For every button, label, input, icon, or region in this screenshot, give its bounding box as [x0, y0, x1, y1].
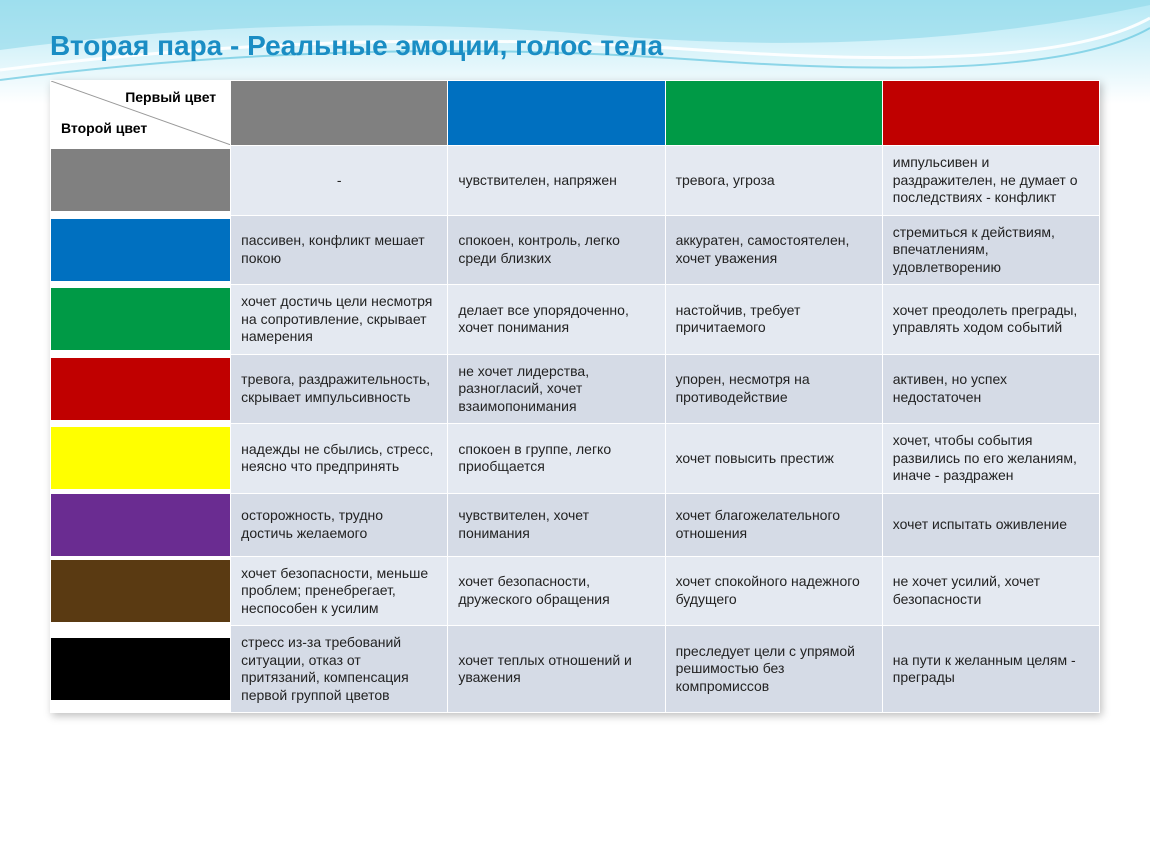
cell: хочет безопасности, дружеского обращения: [448, 556, 665, 626]
row-header-grey: [51, 146, 231, 216]
corner-label-second: Второй цвет: [61, 120, 147, 138]
cell: хочет повысить престиж: [665, 424, 882, 494]
cell: тревога, угроза: [665, 146, 882, 216]
row-header-blue: [51, 215, 231, 285]
color-matrix-table: Первый цвет Второй цвет - чувствителен, …: [50, 80, 1100, 713]
cell: импульсивен и раздражителен, не думает о…: [882, 146, 1099, 216]
cell: спокоен в группе, легко приобщается: [448, 424, 665, 494]
table-row: хочет достичь цели несмотря на сопротивл…: [51, 285, 1100, 355]
slide-container: Вторая пара - Реальные эмоции, голос тел…: [0, 0, 1150, 864]
cell: хочет безопасности, меньше проблем; прен…: [231, 556, 448, 626]
cell: хочет испытать оживление: [882, 493, 1099, 556]
cell: стресс из-за требований ситуации, отказ …: [231, 626, 448, 713]
row-header-green: [51, 285, 231, 355]
cell: делает все упорядоченно, хочет понимания: [448, 285, 665, 355]
cell: надежды не сбылись, стресс, неясно что п…: [231, 424, 448, 494]
col-header-blue: [448, 81, 665, 146]
cell: пассивен, конфликт мешает покою: [231, 215, 448, 285]
cell: чувствителен, напряжен: [448, 146, 665, 216]
cell: хочет спокойного надежного будущего: [665, 556, 882, 626]
cell: хочет преодолеть преграды, управлять ход…: [882, 285, 1099, 355]
cell: активен, но успех недостаточен: [882, 354, 1099, 424]
row-header-brown: [51, 556, 231, 626]
swatch-grey: [231, 81, 447, 145]
cell: спокоен, контроль, легко среди близких: [448, 215, 665, 285]
table-row: стресс из-за требований ситуации, отказ …: [51, 626, 1100, 713]
col-header-green: [665, 81, 882, 146]
swatch-blue: [448, 81, 664, 145]
cell: упорен, несмотря на противодействие: [665, 354, 882, 424]
slide-title: Вторая пара - Реальные эмоции, голос тел…: [50, 30, 1100, 62]
cell: чувствителен, хочет понимания: [448, 493, 665, 556]
col-header-red: [882, 81, 1099, 146]
cell: настойчив, требует причитаемого: [665, 285, 882, 355]
swatch-green: [666, 81, 882, 145]
row-header-black: [51, 626, 231, 713]
corner-cell: Первый цвет Второй цвет: [51, 81, 231, 146]
cell: аккуратен, самостоятелен, хочет уважения: [665, 215, 882, 285]
cell: хочет, чтобы события развились по его же…: [882, 424, 1099, 494]
row-header-yellow: [51, 424, 231, 494]
table-row: надежды не сбылись, стресс, неясно что п…: [51, 424, 1100, 494]
table-body: - чувствителен, напряжен тревога, угроза…: [51, 146, 1100, 713]
cell: преследует цели с упрямой решимостью без…: [665, 626, 882, 713]
cell: -: [231, 146, 448, 216]
cell: стремиться к действиям, впечатлениям, уд…: [882, 215, 1099, 285]
table-row: хочет безопасности, меньше проблем; прен…: [51, 556, 1100, 626]
table-row: - чувствителен, напряжен тревога, угроза…: [51, 146, 1100, 216]
cell: тревога, раздражительность, скрывает имп…: [231, 354, 448, 424]
corner-label-first: Первый цвет: [125, 89, 216, 107]
table-row: осторожность, трудно достичь желаемого ч…: [51, 493, 1100, 556]
table-row: тревога, раздражительность, скрывает имп…: [51, 354, 1100, 424]
cell: на пути к желанным целям - преграды: [882, 626, 1099, 713]
row-header-purple: [51, 493, 231, 556]
swatch-red: [883, 81, 1099, 145]
cell: не хочет лидерства, разногласий, хочет в…: [448, 354, 665, 424]
cell: осторожность, трудно достичь желаемого: [231, 493, 448, 556]
cell: хочет благожелательного отношения: [665, 493, 882, 556]
cell: хочет теплых отношений и уважения: [448, 626, 665, 713]
cell: хочет достичь цели несмотря на сопротивл…: [231, 285, 448, 355]
cell: не хочет усилий, хочет безопасности: [882, 556, 1099, 626]
row-header-red: [51, 354, 231, 424]
header-row: Первый цвет Второй цвет: [51, 81, 1100, 146]
col-header-grey: [231, 81, 448, 146]
table-row: пассивен, конфликт мешает покою спокоен,…: [51, 215, 1100, 285]
